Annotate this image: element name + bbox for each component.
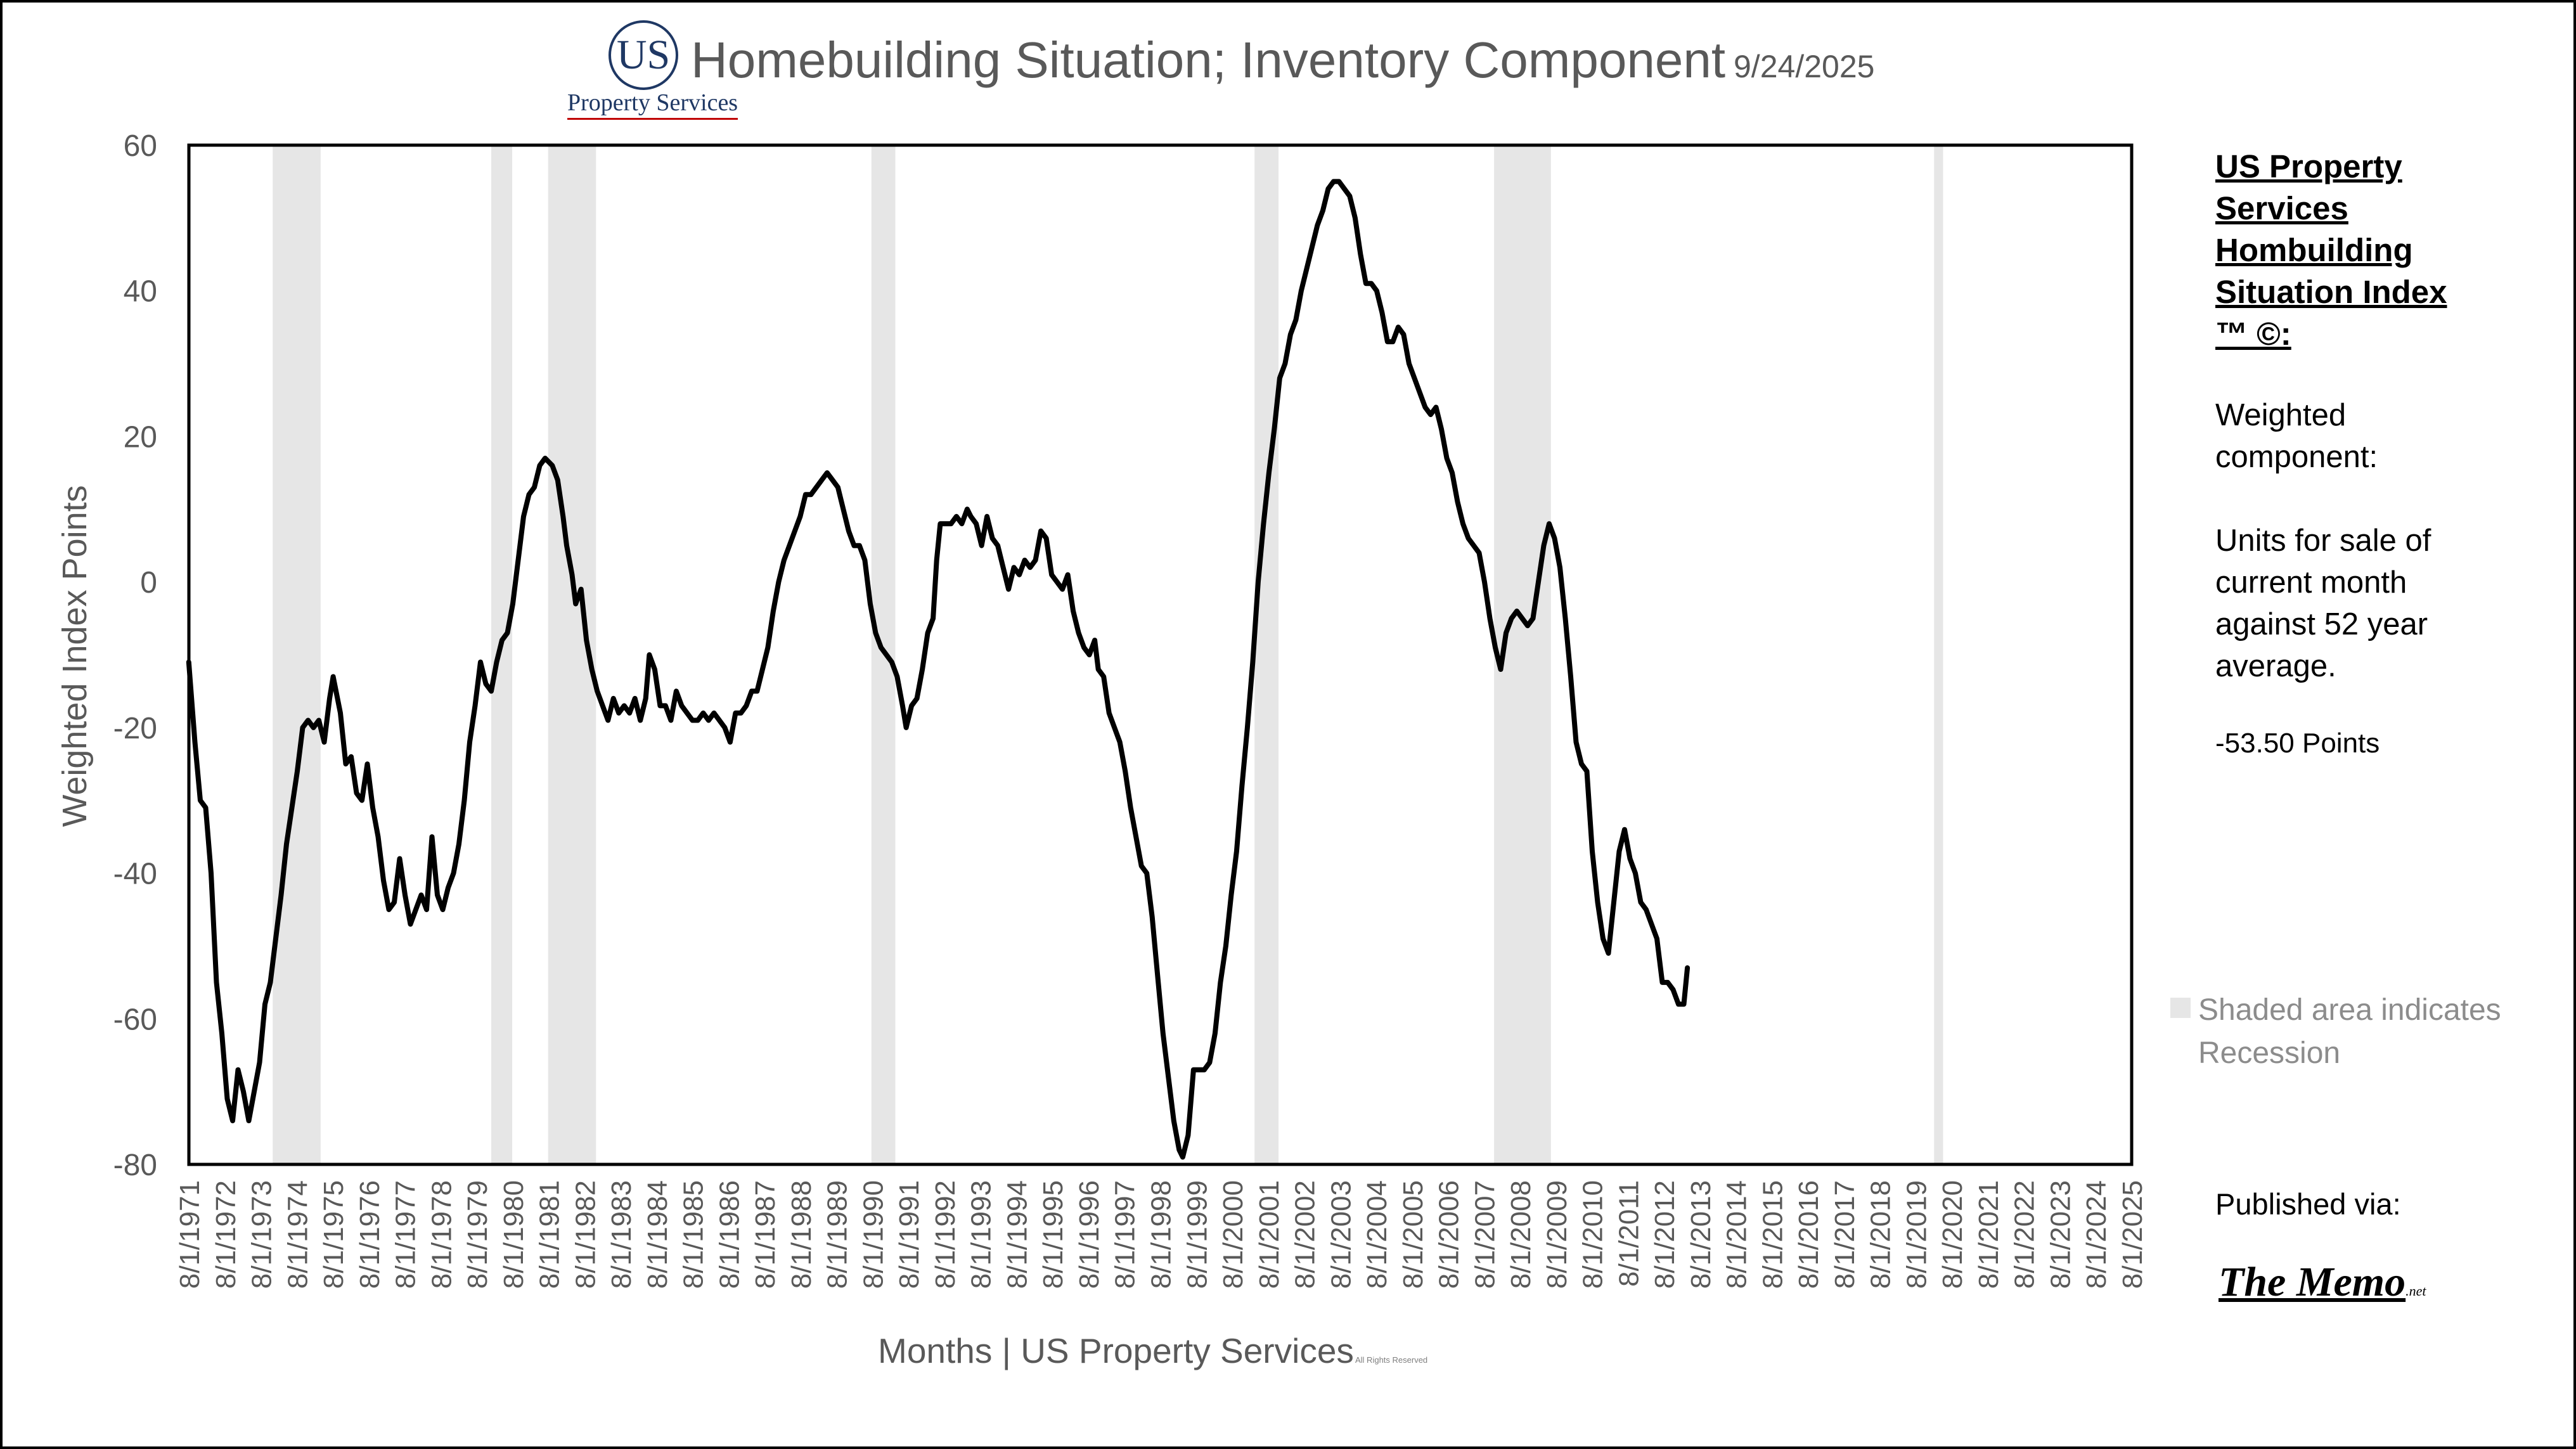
chart-title: Homebuilding Situation; Inventory Compon… [691, 32, 1725, 88]
x-tick-label: 8/1/1989 [822, 1180, 853, 1289]
y-tick-label: -40 [113, 858, 157, 891]
x-tick-label: 8/1/2003 [1325, 1180, 1356, 1289]
recession-band-6 [1934, 145, 1943, 1164]
x-tick-label: 8/1/1993 [966, 1180, 997, 1289]
component-description: Weighted component: Units for sale of cu… [2215, 394, 2507, 687]
y-tick-label: -60 [113, 1003, 157, 1036]
x-tick-label: 8/1/1999 [1182, 1180, 1213, 1289]
x-tick-label: 8/1/2014 [1722, 1180, 1753, 1289]
x-tick-label: 8/1/2002 [1290, 1180, 1321, 1289]
published-label: Published via: [2215, 1187, 2401, 1221]
x-axis-ticks: 8/1/1971 8/1/1972 8/1/1973 8/1/1974 8/1/1975… [174, 1180, 2148, 1289]
index-heading: US Property Services Hombuilding Situati… [2215, 148, 2447, 352]
rights-note: All Rights Reserved [1355, 1355, 1427, 1365]
x-tick-label: 8/1/1986 [714, 1180, 745, 1289]
x-tick-label: 8/1/2006 [1434, 1180, 1465, 1289]
the-memo-logo[interactable]: The Memo.net [2219, 1258, 2426, 1306]
logo-subtitle: Property Services [567, 89, 738, 120]
x-tick-label: 8/1/1977 [390, 1180, 422, 1289]
x-tick-label: 8/1/1975 [318, 1180, 349, 1289]
current-value: -53.50 Points [2215, 728, 2380, 759]
y-tick-label: 0 [140, 566, 157, 600]
x-tick-label: 8/1/2007 [1469, 1180, 1500, 1289]
x-tick-label: 8/1/1974 [282, 1180, 313, 1289]
x-tick-label: 8/1/1979 [462, 1180, 493, 1289]
x-tick-label: 8/1/2024 [2081, 1180, 2112, 1289]
x-tick-label: 8/1/1996 [1074, 1180, 1105, 1289]
y-axis-ticks: -80 -60 -40 -20 0 20 40 60 [113, 129, 157, 1182]
x-tick-label: 8/1/1981 [534, 1180, 565, 1289]
x-tick-label: 8/1/2011 [1613, 1180, 1644, 1287]
x-tick-label: 8/1/2010 [1578, 1180, 1609, 1289]
x-tick-label: 8/1/2016 [1793, 1180, 1824, 1289]
x-tick-label: 8/1/2020 [1937, 1180, 1968, 1289]
y-tick-label: 60 [124, 129, 157, 163]
x-tick-label: 8/1/1971 [174, 1180, 205, 1289]
x-tick-label: 8/1/1994 [1001, 1180, 1033, 1289]
x-tick-label: 8/1/2005 [1398, 1180, 1429, 1289]
x-tick-label: 8/1/2019 [1901, 1180, 1932, 1289]
recession-band-0 [273, 145, 321, 1164]
x-tick-label: 8/1/1972 [210, 1180, 242, 1289]
x-tick-label: 8/1/2009 [1542, 1180, 1573, 1289]
x-tick-label: 8/1/2025 [2117, 1180, 2148, 1289]
x-tick-label: 8/1/2021 [1973, 1180, 2004, 1289]
y-tick-label: -80 [113, 1149, 157, 1182]
plot-area [187, 143, 2134, 1166]
x-tick-label: 8/1/1985 [678, 1180, 709, 1289]
x-tick-label: 8/1/2004 [1362, 1180, 1393, 1289]
x-tick-label: 8/1/1990 [858, 1180, 889, 1289]
x-axis-label: Months | US Property Services [878, 1331, 1354, 1370]
y-axis-label: Weighted Index Points [56, 485, 94, 827]
component-description-2: Units for sale of current month against … [2215, 524, 2431, 683]
x-tick-label: 8/1/2018 [1865, 1180, 1897, 1289]
memo-logo-text: The Memo [2219, 1259, 2406, 1305]
x-tick-label: 8/1/1982 [570, 1180, 601, 1289]
chart-date: 9/24/2025 [1734, 49, 1874, 84]
x-tick-label: 8/1/2001 [1254, 1180, 1285, 1289]
x-tick-label: 8/1/1992 [930, 1180, 961, 1289]
x-tick-label: 8/1/1998 [1146, 1180, 1177, 1289]
recession-legend-text: Shaded area indicates Recession [2198, 993, 2501, 1070]
x-tick-label: 8/1/2000 [1218, 1180, 1249, 1289]
us-logo-icon: US [609, 20, 678, 90]
x-tick-label: 8/1/1991 [894, 1180, 925, 1289]
series-line [186, 179, 1690, 1160]
x-tick-label: 8/1/2015 [1757, 1180, 1788, 1289]
x-tick-label: 8/1/1988 [786, 1180, 817, 1289]
x-tick-label: 8/1/1983 [606, 1180, 637, 1289]
x-tick-label: 8/1/1976 [354, 1180, 385, 1289]
recession-legend-swatch [2170, 998, 2191, 1018]
x-tick-label: 8/1/1984 [642, 1180, 673, 1289]
x-tick-label: 8/1/1997 [1110, 1180, 1141, 1289]
x-tick-label: 8/1/2017 [1829, 1180, 1860, 1289]
x-tick-label: 8/1/2013 [1685, 1180, 1716, 1289]
recession-band-4 [1254, 145, 1279, 1164]
y-tick-label: 40 [124, 275, 157, 309]
x-tick-label: 8/1/1980 [498, 1180, 529, 1289]
x-tick-label: 8/1/2022 [2009, 1180, 2040, 1289]
component-description-1: Weighted component: [2215, 398, 2378, 474]
x-tick-label: 8/1/2012 [1649, 1180, 1680, 1289]
y-tick-label: 20 [124, 420, 157, 454]
x-tick-label: 8/1/2023 [2045, 1180, 2076, 1289]
x-tick-label: 8/1/2008 [1505, 1180, 1536, 1289]
recession-band-1 [491, 145, 513, 1164]
y-tick-label: -20 [113, 712, 157, 745]
x-tick-label: 8/1/1995 [1038, 1180, 1069, 1289]
x-tick-label: 8/1/1978 [426, 1180, 457, 1289]
memo-logo-suffix: .net [2405, 1283, 2426, 1299]
x-tick-label: 8/1/1987 [750, 1180, 781, 1289]
x-tick-label: 8/1/1973 [247, 1180, 278, 1289]
recession-bands [273, 145, 1943, 1164]
